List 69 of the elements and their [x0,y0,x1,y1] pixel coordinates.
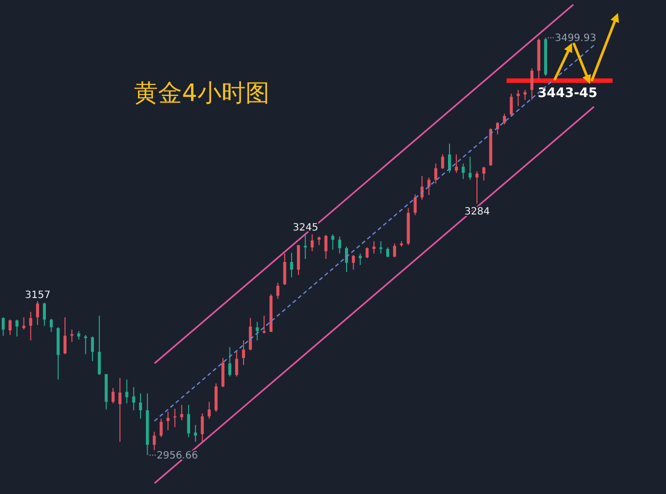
candlestick [379,240,382,254]
candlestick [310,234,314,252]
candlestick [235,350,238,377]
candlestick [214,382,218,412]
candlestick [228,346,232,377]
candlestick [166,411,170,431]
candlestick [324,234,328,260]
candlestick [200,412,204,444]
candlestick [393,243,396,258]
candlestick [434,163,438,184]
candlestick [180,404,184,421]
candlestick [160,418,163,438]
candlestick [36,300,40,326]
candlestick [516,89,520,107]
candlestick [132,386,136,411]
annotation: 3157 [25,290,50,302]
candlestick [510,93,513,118]
band-label: 3443-45 [538,86,598,101]
candlestick [366,246,369,259]
candlestick [331,234,334,250]
candlestick [15,319,18,338]
candlestick [256,321,259,341]
candlestick [242,340,246,366]
candlestick [90,336,94,362]
candlestick [2,316,5,336]
candlestick [112,387,115,404]
candlestick [118,377,122,442]
candlestick [125,379,128,404]
candlestick [283,253,286,286]
candlestick [221,358,224,388]
candlestick [208,401,211,420]
candlestick [468,156,472,180]
candlestick [502,113,506,125]
candlestick [454,154,458,174]
candlestick [248,318,252,351]
candlestick [50,318,53,332]
candlestick [345,246,348,272]
candlestick [414,194,417,216]
candlestick [427,176,430,196]
candlestick [70,329,74,342]
candlestick [290,252,294,278]
candlestick [139,392,142,420]
candlestick [64,316,67,355]
candlestick [84,334,88,355]
candlestick [22,316,26,330]
candlestick [441,154,444,170]
annotation: 3499.93 [554,33,596,44]
candlestick [386,246,390,258]
candlestick [338,236,342,254]
candlestick [194,424,197,442]
candlestick [187,404,190,438]
candlestick [475,170,478,204]
candlestick [304,233,307,260]
candlestick [276,282,280,300]
candlestick [448,143,452,174]
candlestick [352,254,355,270]
candlestick [42,302,46,326]
text: 黄金4小时图 [134,79,270,107]
candlestick [98,315,101,376]
candlestick [524,89,527,100]
candlestick [530,68,534,100]
candlestick [8,319,12,336]
candlestick [29,311,32,341]
candlestick [482,166,486,182]
candlestick [152,431,156,451]
candlestick [462,163,465,180]
candlestick [262,315,266,334]
candlestick [372,240,376,254]
candlestick [173,408,176,428]
